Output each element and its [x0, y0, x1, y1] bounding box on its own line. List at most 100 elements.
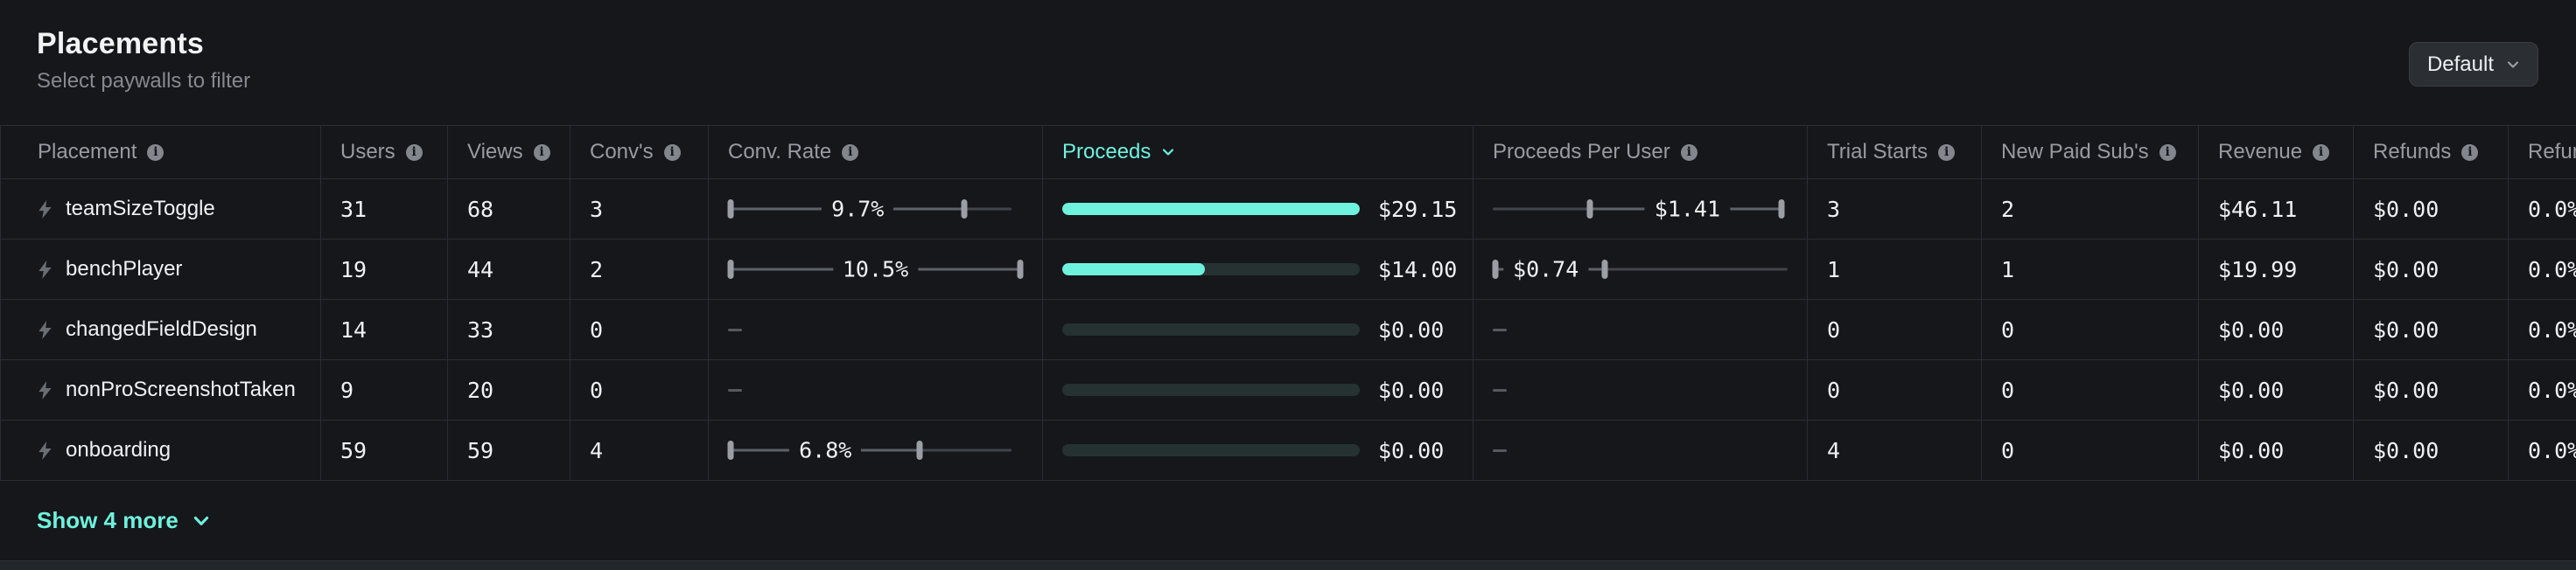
- cell-ppu: [1473, 360, 1807, 420]
- cell-users: 19: [320, 240, 447, 299]
- proceeds-bar: $14.00: [1062, 257, 1473, 282]
- cell-value: 0.0%: [2528, 196, 2576, 222]
- page-subtitle: Select paywalls to filter: [37, 69, 251, 93]
- column-header-ppu[interactable]: Proceeds Per User i: [1473, 126, 1807, 178]
- info-icon[interactable]: i: [1680, 143, 1698, 161]
- cell-value: 0: [2001, 437, 2015, 463]
- info-icon[interactable]: i: [147, 143, 164, 161]
- cell-value: 33: [467, 316, 494, 343]
- cell-value: 1: [2001, 256, 2015, 282]
- range-value-label: $1.41: [1644, 196, 1731, 222]
- cell-value: 14: [340, 316, 368, 343]
- range-handle: [1492, 260, 1499, 279]
- empty-value-dash: [728, 328, 742, 331]
- column-header-label: Placement: [38, 140, 137, 163]
- proceeds-bar-track: [1062, 203, 1360, 215]
- cell-trial_starts: 4: [1807, 421, 1981, 480]
- column-header-placement[interactable]: Placement i: [1, 126, 320, 178]
- cell-new_paid_subs: 2: [1981, 179, 2198, 239]
- cell-revenue: $0.00: [2198, 300, 2353, 359]
- cell-convs: 4: [570, 421, 708, 480]
- cell-value: $0.00: [2373, 256, 2440, 282]
- cell-value: 3: [1827, 196, 1841, 222]
- info-icon[interactable]: i: [2461, 143, 2479, 161]
- proceeds-bar-track: [1062, 323, 1360, 336]
- table-row[interactable]: teamSizeToggle 31 68 3 9.7% $29.15 $1.41 3 2 $46.…: [0, 179, 2576, 240]
- empty-value-dash: [1493, 328, 1507, 331]
- cell-placement[interactable]: benchPlayer: [1, 240, 320, 299]
- cell-value: $0.00: [2373, 437, 2440, 463]
- cell-views: 33: [447, 300, 570, 359]
- column-header-new_paid_subs[interactable]: New Paid Sub's i: [1981, 126, 2198, 178]
- proceeds-bar: $0.00: [1062, 317, 1473, 343]
- info-icon[interactable]: i: [1938, 143, 1956, 161]
- range-value-label: $0.74: [1503, 256, 1589, 282]
- proceeds-value: $29.15: [1378, 196, 1458, 222]
- range-handle: [727, 199, 734, 219]
- table-row[interactable]: nonProScreenshotTaken 9 20 0 $0.00 0 0 $0.00 $0.…: [0, 360, 2576, 421]
- cell-placement[interactable]: onboarding: [1, 421, 320, 480]
- column-header-conv_rate[interactable]: Conv. Rate i: [708, 126, 1042, 178]
- cell-value: $0.00: [2218, 377, 2285, 403]
- cell-value: 44: [467, 256, 494, 282]
- column-header-refunds[interactable]: Refunds i: [2353, 126, 2508, 178]
- cell-proceeds: $0.00: [1042, 421, 1473, 480]
- cell-conv_rate: 9.7%: [708, 179, 1042, 239]
- table-row[interactable]: benchPlayer 19 44 2 10.5% $14.00 $0.74 1 1 $19.99…: [0, 240, 2576, 300]
- table-row[interactable]: changedFieldDesign 14 33 0 $0.00 0 0 $0.00 $0.00…: [0, 300, 2576, 360]
- placement-name: onboarding: [66, 438, 172, 462]
- cell-value: $0.00: [2373, 377, 2440, 403]
- cell-placement[interactable]: teamSizeToggle: [1, 179, 320, 239]
- cell-value: $19.99: [2218, 256, 2298, 282]
- cell-value: $0.00: [2218, 437, 2285, 463]
- preset-selector-button[interactable]: Default: [2408, 42, 2538, 87]
- proceeds-bar: $0.00: [1062, 378, 1473, 403]
- cell-refunds: $0.00: [2353, 421, 2508, 480]
- cell-refund_rate: 0.0%: [2508, 300, 2576, 359]
- cell-value: 2: [590, 256, 604, 282]
- column-header-revenue[interactable]: Revenue i: [2198, 126, 2353, 178]
- range-line-dim: [920, 448, 1012, 452]
- cell-value: $0.00: [2373, 316, 2440, 343]
- cell-views: 20: [447, 360, 570, 420]
- cell-placement[interactable]: nonProScreenshotTaken: [1, 360, 320, 420]
- column-header-label: Proceeds Per User: [1493, 140, 1670, 163]
- table-row[interactable]: onboarding 59 59 4 6.8% $0.00 4 0 $0.00 $0.00 0.0%: [0, 421, 2576, 481]
- column-header-trial_starts[interactable]: Trial Starts i: [1807, 126, 1981, 178]
- cell-value: 0: [1827, 377, 1841, 403]
- show-more-button[interactable]: Show 4 more: [37, 507, 212, 534]
- column-header-convs[interactable]: Conv's i: [570, 126, 708, 178]
- cell-refunds: $0.00: [2353, 300, 2508, 359]
- page-title: Placements: [37, 27, 204, 60]
- info-icon[interactable]: i: [2159, 143, 2176, 161]
- info-icon[interactable]: i: [533, 143, 550, 161]
- column-header-views[interactable]: Views i: [447, 126, 570, 178]
- cell-value: 31: [340, 196, 368, 222]
- range-indicator: 9.7%: [727, 179, 1023, 239]
- column-header-proceeds[interactable]: Proceeds: [1042, 126, 1473, 178]
- column-header-users[interactable]: Users i: [320, 126, 447, 178]
- range-line-dim: [963, 207, 1012, 211]
- table-footer: Show 4 more: [0, 481, 2576, 560]
- proceeds-bar: $0.00: [1062, 438, 1473, 463]
- info-icon[interactable]: i: [842, 143, 859, 161]
- cell-value: 0: [590, 316, 604, 343]
- table-header-row: Placement i Users i Views i Conv's i Conv. Rate i…: [0, 125, 2576, 179]
- range-handle: [1586, 199, 1593, 219]
- cell-value: 0.0%: [2528, 256, 2576, 282]
- info-icon[interactable]: i: [2313, 143, 2330, 161]
- cell-value: 0.0%: [2528, 316, 2576, 343]
- cell-value: $0.00: [2373, 196, 2440, 222]
- cell-ppu: $0.74: [1473, 240, 1807, 299]
- cell-proceeds: $29.15: [1042, 179, 1473, 239]
- proceeds-value: $0.00: [1378, 316, 1445, 343]
- cell-proceeds: $0.00: [1042, 360, 1473, 420]
- info-icon[interactable]: i: [663, 143, 681, 161]
- cell-conv_rate: 6.8%: [708, 421, 1042, 480]
- column-header-label: Revenue: [2218, 140, 2303, 163]
- cell-convs: 3: [570, 179, 708, 239]
- info-icon[interactable]: i: [405, 143, 423, 161]
- proceeds-value: $14.00: [1378, 256, 1458, 282]
- cell-placement[interactable]: changedFieldDesign: [1, 300, 320, 359]
